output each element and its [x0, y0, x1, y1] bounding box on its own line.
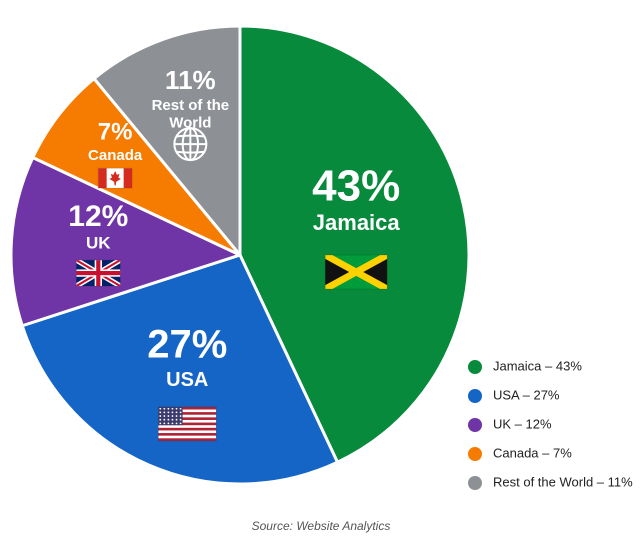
legend-swatch-uk [468, 418, 482, 432]
legend-swatch-rest-of-the-world [468, 476, 482, 490]
pct-label-uk: 12% [68, 200, 128, 233]
slice-jamaica [238, 24, 471, 464]
usa-flag-icon [157, 406, 217, 442]
source-note: Source: Website Analytics [251, 519, 391, 533]
slice-uk [9, 156, 242, 328]
pct-label-canada: 7% [98, 118, 133, 145]
legend-swatch-canada [468, 447, 482, 461]
pct-label-usa: 27% [147, 322, 227, 366]
legend-item-jamaica: Jamaica – 43% [468, 358, 582, 374]
legend-item-uk: UK – 12% [468, 416, 552, 432]
slice-labels: 43%Jamaica 27% USA 12%UK 7% Canada 11%Rest of … [68, 65, 401, 442]
legend: Jamaica – 43% USA – 27% UK – 12% Canada – 7… [468, 358, 633, 490]
pie-slices [9, 24, 471, 486]
legend-label-rest-of-the-world: Rest of the World – 11% [493, 474, 633, 489]
name-label-rest-of-the-world: Rest of the World [152, 97, 230, 131]
legend-item-canada: Canada – 7% [468, 445, 572, 461]
globe-icon [173, 127, 208, 162]
name-label-canada: Canada [88, 147, 143, 164]
legend-item-usa: USA – 27% [468, 387, 560, 403]
slice-usa [20, 253, 339, 486]
pct-label-jamaica: 43% [312, 162, 400, 211]
legend-swatch-jamaica [468, 360, 482, 374]
legend-label-jamaica: Jamaica – 43% [493, 358, 582, 373]
legend-label-usa: USA – 27% [493, 387, 560, 402]
canada-flag-icon [97, 167, 133, 189]
pct-label-rest-of-the-world: 11% [165, 65, 216, 95]
slice-rest-of-the-world [92, 24, 242, 257]
name-label-uk: UK [86, 234, 111, 253]
legend-label-uk: UK – 12% [493, 416, 552, 431]
legend-item-rest-of-the-world: Rest of the World – 11% [468, 474, 633, 490]
legend-swatch-usa [468, 389, 482, 403]
uk-flag-icon [75, 259, 121, 287]
jamaica-flag-icon [324, 254, 388, 290]
name-label-jamaica: Jamaica [313, 210, 401, 235]
legend-label-canada: Canada – 7% [493, 445, 572, 460]
name-label-usa: USA [166, 369, 208, 391]
